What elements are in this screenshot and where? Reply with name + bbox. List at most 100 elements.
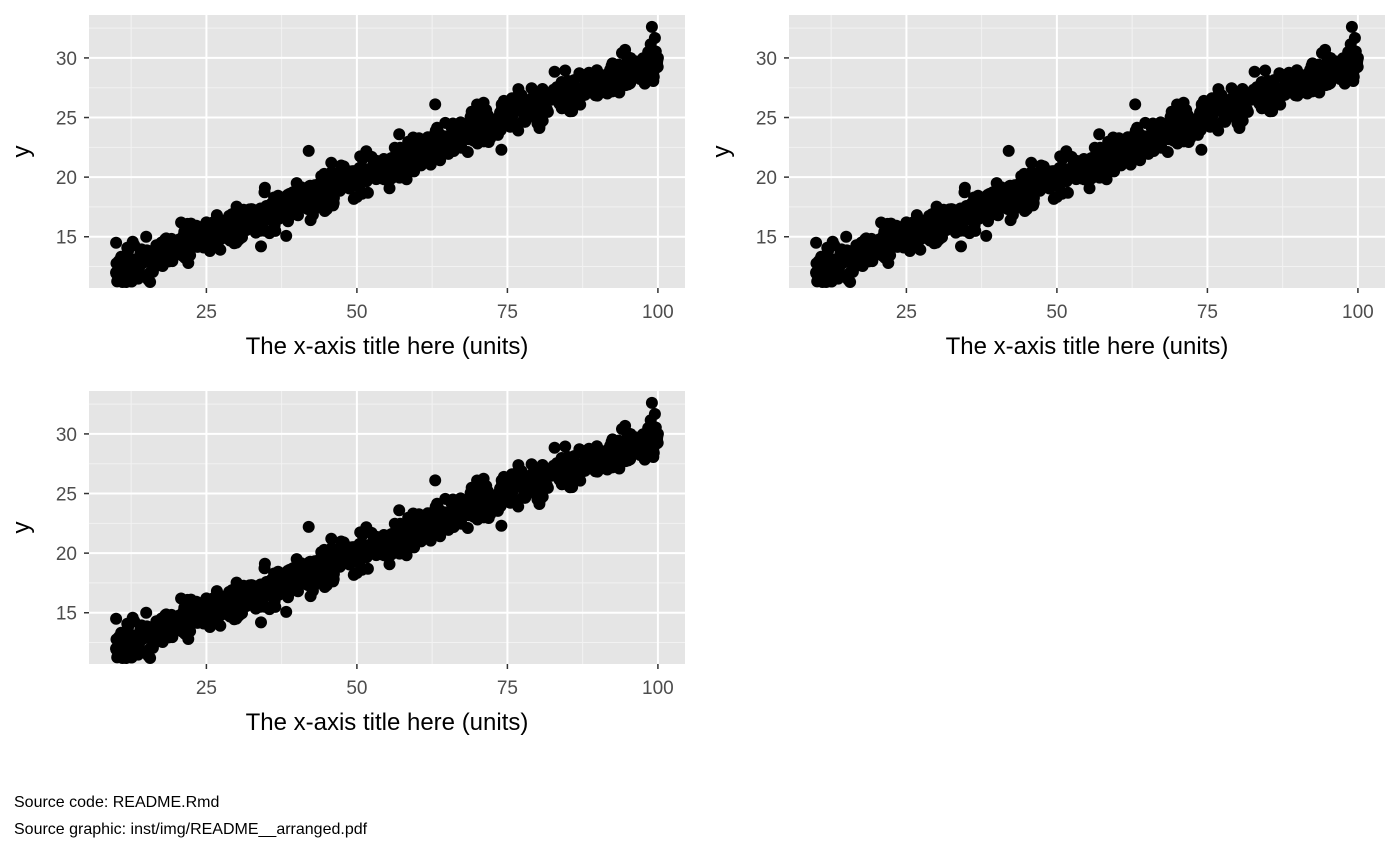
data-point xyxy=(870,242,883,255)
data-point xyxy=(140,606,153,619)
x-axis-title: The x-axis title here (units) xyxy=(246,709,529,736)
data-point xyxy=(1322,78,1335,91)
data-point xyxy=(182,257,195,269)
data-points xyxy=(810,20,1364,288)
data-point xyxy=(820,276,833,288)
data-point xyxy=(1052,180,1065,193)
data-point xyxy=(1351,51,1364,64)
data-point xyxy=(1255,102,1268,115)
data-point xyxy=(407,131,420,144)
data-point xyxy=(315,546,328,559)
data-point xyxy=(583,442,595,455)
data-point xyxy=(1124,147,1137,160)
data-point xyxy=(140,230,153,243)
data-point xyxy=(393,128,406,141)
data-point xyxy=(129,643,142,656)
data-point xyxy=(990,177,1003,190)
data-point xyxy=(612,434,625,447)
data-point xyxy=(632,436,644,449)
data-point xyxy=(1023,191,1036,204)
data-point xyxy=(352,180,365,193)
data-point xyxy=(939,222,951,235)
y-tick-label: 30 xyxy=(756,49,777,70)
data-point xyxy=(555,102,568,115)
data-point xyxy=(308,579,320,592)
data-point xyxy=(1036,164,1049,177)
data-point xyxy=(955,240,967,253)
data-point xyxy=(243,208,256,221)
data-point xyxy=(390,143,403,156)
data-point xyxy=(258,562,271,575)
data-point xyxy=(290,563,303,576)
data-point xyxy=(844,276,857,288)
y-axis-title: y xyxy=(8,522,35,534)
data-point xyxy=(255,240,267,253)
data-point xyxy=(1134,154,1147,167)
data-point xyxy=(1313,70,1326,83)
data-point xyxy=(491,115,504,128)
data-point xyxy=(484,132,497,145)
data-point xyxy=(441,135,454,148)
data-point xyxy=(408,541,421,554)
x-axis-title: The x-axis title here (units) xyxy=(246,333,529,360)
data-point xyxy=(1283,66,1295,79)
data-point xyxy=(619,43,632,56)
data-point xyxy=(131,254,144,267)
data-point xyxy=(1261,87,1274,100)
data-point xyxy=(1348,32,1361,44)
y-tick-label: 20 xyxy=(756,168,777,189)
data-point xyxy=(129,267,142,280)
data-point xyxy=(390,519,403,532)
data-point xyxy=(885,217,897,230)
data-point xyxy=(239,598,251,611)
data-point xyxy=(331,176,344,189)
data-point xyxy=(236,231,248,244)
data-point xyxy=(548,441,561,454)
data-point xyxy=(555,478,568,491)
data-point xyxy=(642,422,655,434)
data-point xyxy=(517,114,530,127)
x-tick-label: 50 xyxy=(346,678,367,699)
data-point xyxy=(254,219,267,232)
data-point xyxy=(424,147,437,160)
data-point xyxy=(1259,64,1272,77)
data-point xyxy=(943,208,956,221)
data-point xyxy=(978,206,991,219)
data-point xyxy=(278,582,291,595)
y-axis-title: y xyxy=(8,146,35,158)
data-point xyxy=(480,104,493,116)
data-point xyxy=(278,206,291,219)
data-point xyxy=(831,254,844,267)
data-point xyxy=(1050,171,1063,184)
data-point xyxy=(840,230,853,243)
y-tick-label: 30 xyxy=(56,425,77,446)
y-tick-label: 25 xyxy=(56,485,77,506)
data-point xyxy=(651,427,664,440)
data-point xyxy=(298,196,311,209)
data-point xyxy=(930,212,943,225)
x-tick-label: 50 xyxy=(346,302,367,323)
data-point xyxy=(548,65,561,78)
data-point xyxy=(383,558,396,571)
data-point xyxy=(911,222,924,235)
data-point xyxy=(501,487,514,500)
data-point xyxy=(551,457,563,470)
data-point xyxy=(408,165,421,178)
data-point xyxy=(622,78,635,91)
data-point xyxy=(1195,143,1208,156)
data-point xyxy=(280,605,293,618)
x-tick-label: 25 xyxy=(196,302,217,323)
data-point xyxy=(343,557,356,570)
data-point xyxy=(1108,165,1121,178)
data-point xyxy=(930,200,943,213)
data-point xyxy=(411,523,424,536)
data-points xyxy=(110,396,664,664)
data-point xyxy=(471,98,484,111)
data-point xyxy=(1332,60,1344,73)
data-point xyxy=(239,222,251,235)
data-point xyxy=(551,81,563,94)
data-point xyxy=(381,159,393,172)
source-graphic-caption: Source graphic: inst/img/README__arrange… xyxy=(14,821,368,838)
data-point xyxy=(407,507,420,520)
data-point xyxy=(606,461,619,474)
